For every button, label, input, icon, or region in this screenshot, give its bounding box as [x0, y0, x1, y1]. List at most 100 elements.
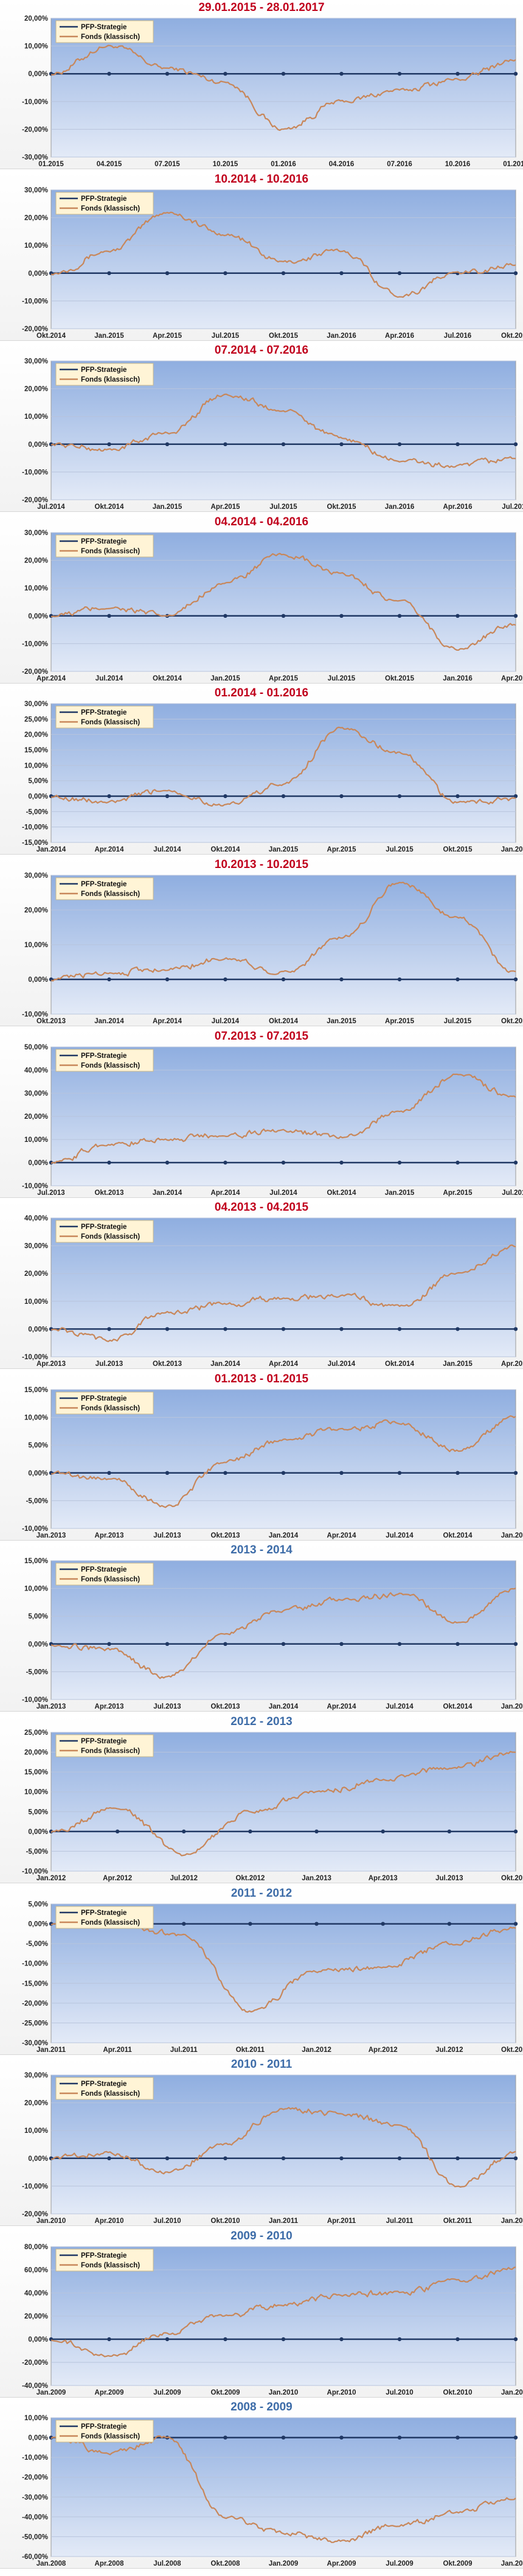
x-tick-label: 07.2016 — [387, 161, 412, 168]
y-tick-label: -20,00% — [22, 2474, 48, 2482]
x-tick-label: Jan.2016 — [501, 846, 523, 853]
legend-label-fonds: Fonds (klassisch) — [81, 2090, 140, 2098]
fonds-klassisch-line — [50, 2107, 516, 2188]
x-tick-label: Okt.2011 — [236, 2046, 265, 2054]
pfp-point — [339, 614, 344, 618]
y-tick-label: -20,00% — [22, 2000, 48, 2007]
y-tick-label: -10,00% — [22, 1183, 48, 1190]
legend-label-fonds: Fonds (klassisch) — [81, 205, 140, 212]
legend-label-pfp: PFP-Strategie — [81, 366, 126, 374]
y-tick-label: 20,00% — [24, 215, 48, 222]
pfp-point — [165, 1471, 170, 1475]
line-chart: -60,00% -50,00% -40,00% -30,00% -20,00% -10,0… — [22, 2415, 523, 2567]
fonds-klassisch-line — [50, 44, 516, 131]
chart-title: 01.2014 - 01.2016 — [214, 687, 309, 699]
x-tick-label: Okt.2015 — [327, 503, 357, 511]
chart-legend: PFP-Strategie Fonds (klassisch) — [55, 192, 154, 215]
legend-label-fonds: Fonds (klassisch) — [81, 376, 140, 383]
legend-box — [55, 1906, 154, 1929]
x-tick-label: Okt.2011 — [443, 2217, 473, 2225]
y-tick-label: -5,00% — [26, 1497, 48, 1505]
x-tick-label: 04.2016 — [329, 161, 355, 168]
y-tick-label: -30,00% — [22, 154, 48, 161]
x-tick-label: Apr.2010 — [95, 2217, 124, 2225]
chart-title: 04.2013 - 04.2015 — [214, 1201, 309, 1214]
pfp-point — [107, 271, 111, 275]
legend-box — [55, 1734, 154, 1757]
y-tick-label: 5,00% — [28, 1613, 48, 1620]
y-tick-label: 30,00% — [24, 187, 48, 194]
x-tick-label: Apr.2012 — [369, 2046, 398, 2054]
pfp-point — [455, 2156, 460, 2160]
y-tick-label: -60,00% — [22, 2553, 48, 2561]
pfp-point — [165, 72, 170, 76]
x-tick-label: Okt.2015 — [501, 1018, 523, 1025]
x-tick-label: Jan.2015 — [269, 846, 299, 853]
legend-label-fonds: Fonds (klassisch) — [81, 2433, 140, 2440]
chart-title: 2011 - 2012 — [230, 1887, 293, 1900]
y-tick-label: 20,00% — [24, 1749, 48, 1757]
x-tick-label: Okt.2013 — [211, 1703, 240, 1710]
x-tick-label: Apr.2013 — [95, 1703, 124, 1710]
pfp-point — [182, 1922, 186, 1926]
pfp-point — [397, 2337, 402, 2342]
pfp-point — [115, 1829, 120, 1834]
legend-label-pfp: PFP-Strategie — [81, 881, 126, 888]
chart-panel: 07.2014 - 07.2016 -20,00% -10,00% 0,00% 10,0… — [0, 343, 523, 512]
y-tick-label: 60,00% — [24, 2267, 48, 2274]
y-tick-label: 0,00% — [28, 1470, 48, 1477]
y-tick-label: -10,00% — [22, 1354, 48, 1361]
pfp-point — [513, 1471, 518, 1475]
y-tick-label: -20,00% — [22, 497, 48, 504]
legend-label-pfp: PFP-Strategie — [81, 1395, 126, 1402]
x-tick-label: Apr.2013 — [36, 1360, 66, 1368]
y-tick-label: 20,00% — [24, 907, 48, 914]
legend-label-fonds: Fonds (klassisch) — [81, 33, 140, 41]
x-tick-label: Apr.2012 — [103, 1875, 132, 1882]
x-tick-label: Jan.2015 — [210, 675, 240, 682]
x-tick-label: Jul.2011 — [386, 2217, 414, 2225]
pfp-point — [223, 1160, 227, 1165]
legend-box — [55, 2249, 154, 2272]
pfp-point — [281, 2337, 286, 2342]
y-tick-label: -5,00% — [26, 1941, 48, 1948]
fonds-klassisch-line — [50, 726, 516, 807]
chart-panel: 2010 - 2011 -20,00% -10,00% 0,00% 10,00% 20,0… — [0, 2057, 523, 2226]
legend-label-fonds: Fonds (klassisch) — [81, 2262, 140, 2269]
pfp-point — [447, 1922, 452, 1926]
y-tick-label: 10,00% — [24, 1298, 48, 1306]
legend-label-pfp: PFP-Strategie — [81, 538, 126, 545]
legend-label-fonds: Fonds (klassisch) — [81, 548, 140, 555]
y-tick-label: -5,00% — [26, 1668, 48, 1676]
x-tick-label: Apr.2014 — [153, 1018, 182, 1025]
pfp-point — [513, 271, 518, 275]
chart-panel: 2008 - 2009 -60,00% -50,00% -40,00% -30,00% -… — [0, 2399, 523, 2569]
pfp-point — [165, 1642, 170, 1646]
x-tick-label: Okt.2015 — [269, 332, 299, 340]
x-tick-label: Apr.2015 — [501, 1360, 523, 1368]
line-chart: -30,00% -25,00% -20,00% -15,00% -10,00% -5,00… — [22, 1901, 523, 2054]
pfp-point — [455, 794, 460, 799]
y-tick-label: 10,00% — [24, 762, 48, 769]
chart-title: 07.2013 - 07.2015 — [214, 1030, 309, 1043]
x-tick-label: Jul.2012 — [170, 1875, 198, 1882]
legend-label-fonds: Fonds (klassisch) — [81, 891, 140, 898]
x-tick-label: Jan.2014 — [269, 1703, 299, 1710]
x-tick-label: Jan.2010 — [36, 2217, 66, 2225]
x-tick-label: Jan.2008 — [36, 2560, 66, 2567]
x-tick-label: Jul.2014 — [153, 846, 181, 853]
y-tick-label: -10,00% — [22, 99, 48, 106]
pfp-point — [314, 1829, 319, 1834]
pfp-point — [248, 1829, 252, 1834]
x-tick-label: Okt.2013 — [153, 1360, 182, 1368]
fonds-klassisch-line — [50, 881, 516, 982]
x-tick-label: Okt.2008 — [211, 2560, 241, 2567]
y-tick-label: 10,00% — [24, 585, 48, 592]
pfp-point — [281, 72, 286, 76]
x-tick-label: Okt.2013 — [501, 1875, 523, 1882]
x-tick-label: Okt.2013 — [211, 1532, 240, 1539]
x-tick-label: Apr.2015 — [385, 1018, 415, 1025]
legend-box — [55, 1220, 154, 1243]
chart-legend: PFP-Strategie Fonds (klassisch) — [55, 2420, 154, 2443]
pfp-point — [339, 1642, 344, 1646]
